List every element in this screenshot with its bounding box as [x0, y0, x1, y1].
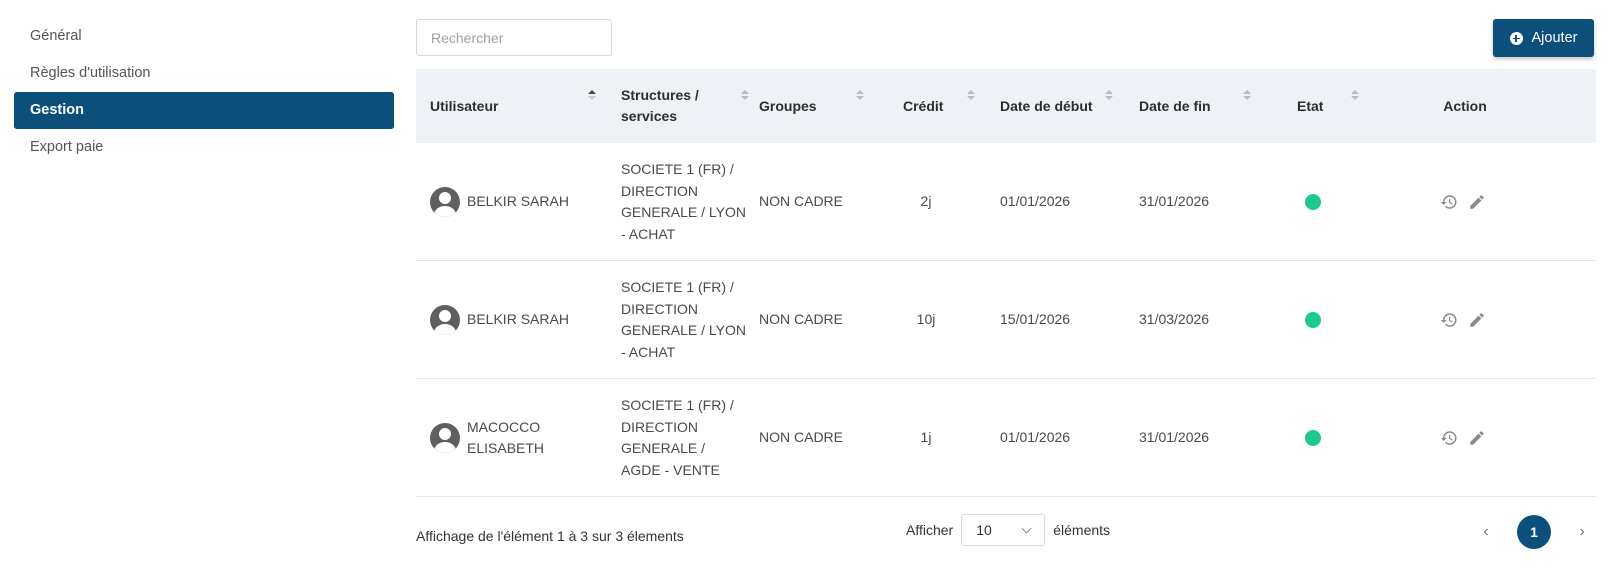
credit-cell: 1j [920, 429, 932, 446]
pagination-info: Affichage de l'élément 1 à 3 sur 3 éleme… [416, 528, 684, 544]
previous-page-icon[interactable]: ‹ [1483, 523, 1489, 540]
action-cell [1440, 261, 1500, 379]
group-cell: NON CADRE [759, 429, 844, 446]
user-name: MACOCCO ELISABETH [467, 418, 545, 457]
elements-label: éléments [1053, 522, 1111, 538]
next-page-icon[interactable]: › [1579, 523, 1585, 540]
structure-cell: SOCIETE 1 (FR) / DIRECTION GENERALE / AG… [621, 397, 734, 478]
start-date-cell: 01/01/2026 [1000, 193, 1071, 210]
sort-icon[interactable] [967, 90, 975, 102]
column-header-status[interactable]: Etat [1297, 97, 1324, 114]
status-cell [1293, 143, 1333, 261]
history-icon[interactable] [1440, 311, 1458, 329]
pagination: ‹ 1 › [1480, 515, 1588, 549]
user-cell: BELKIR SARAH [430, 143, 610, 261]
group-cell: NON CADRE [759, 193, 844, 210]
history-icon[interactable] [1440, 193, 1458, 211]
start-date-cell: 15/01/2026 [1000, 311, 1071, 328]
credit-cell: 2j [920, 193, 932, 210]
status-active-dot [1305, 430, 1321, 446]
column-header-credit[interactable]: Crédit [903, 97, 944, 114]
status-cell [1293, 379, 1333, 497]
page-size-select[interactable]: 10 [961, 514, 1046, 546]
sort-icon[interactable] [588, 90, 596, 102]
search-input[interactable] [416, 19, 612, 56]
history-icon[interactable] [1440, 429, 1458, 447]
sort-icon[interactable] [1105, 90, 1113, 102]
status-cell [1293, 261, 1333, 379]
structure-cell: SOCIETE 1 (FR) / DIRECTION GENERALE / LY… [621, 279, 747, 360]
structure-cell: SOCIETE 1 (FR) / DIRECTION GENERALE / LY… [621, 161, 747, 242]
user-name: BELKIR SARAH [467, 311, 569, 328]
sidebar-item-management[interactable]: Gestion [14, 92, 394, 129]
user-cell: BELKIR SARAH [430, 261, 610, 379]
chevron-down-icon [1021, 523, 1032, 533]
end-date-cell: 31/01/2026 [1139, 429, 1210, 446]
edit-pencil-icon[interactable] [1468, 429, 1486, 447]
column-header-user[interactable]: Utilisateur [430, 97, 499, 114]
add-button[interactable]: Ajouter [1493, 19, 1594, 57]
edit-pencil-icon[interactable] [1468, 193, 1486, 211]
column-header-start-date[interactable]: Date de début [1000, 97, 1093, 114]
page-number-current[interactable]: 1 [1517, 515, 1551, 549]
credit-cell: 10j [916, 311, 936, 328]
add-button-label: Ajouter [1531, 30, 1578, 46]
table-row: BELKIR SARAH SOCIETE 1 (FR) / DIRECTION … [416, 143, 1596, 261]
avatar [430, 187, 460, 217]
page-size-control: Afficher 10 éléments [906, 514, 1110, 546]
table-header: Utilisateur Structures / services Groupe… [416, 69, 1596, 143]
plus-circle-icon [1509, 31, 1523, 45]
column-header-groups[interactable]: Groupes [759, 97, 817, 114]
end-date-cell: 31/01/2026 [1139, 193, 1210, 210]
action-cell [1440, 379, 1500, 497]
show-label: Afficher [906, 522, 954, 538]
action-cell [1440, 143, 1500, 261]
column-header-structures[interactable]: Structures / services [621, 87, 699, 124]
column-header-action: Action [1443, 97, 1487, 114]
sort-icon[interactable] [1351, 90, 1359, 102]
status-active-dot [1305, 194, 1321, 210]
settings-sidebar: Général Règles d'utilisation Gestion Exp… [14, 18, 394, 166]
status-active-dot [1305, 312, 1321, 328]
page-size-value: 10 [976, 522, 992, 538]
sidebar-item-payroll-export[interactable]: Export paie [30, 139, 104, 155]
end-date-cell: 31/03/2026 [1139, 311, 1210, 328]
sort-icon[interactable] [856, 90, 864, 102]
sort-icon[interactable] [1243, 90, 1251, 102]
table-row: BELKIR SARAH SOCIETE 1 (FR) / DIRECTION … [416, 261, 1596, 379]
table-row: MACOCCO ELISABETH SOCIETE 1 (FR) / DIREC… [416, 379, 1596, 497]
avatar [430, 305, 460, 335]
edit-pencil-icon[interactable] [1468, 311, 1486, 329]
column-header-end-date[interactable]: Date de fin [1139, 97, 1211, 114]
group-cell: NON CADRE [759, 311, 844, 328]
start-date-cell: 01/01/2026 [1000, 429, 1071, 446]
sidebar-item-general[interactable]: Général [30, 28, 82, 44]
management-table: Utilisateur Structures / services Groupe… [416, 69, 1596, 497]
avatar [430, 423, 460, 453]
user-name: BELKIR SARAH [467, 193, 569, 210]
user-cell: MACOCCO ELISABETH [430, 379, 610, 497]
sidebar-item-rules[interactable]: Règles d'utilisation [30, 65, 151, 81]
sort-icon[interactable] [741, 90, 749, 102]
